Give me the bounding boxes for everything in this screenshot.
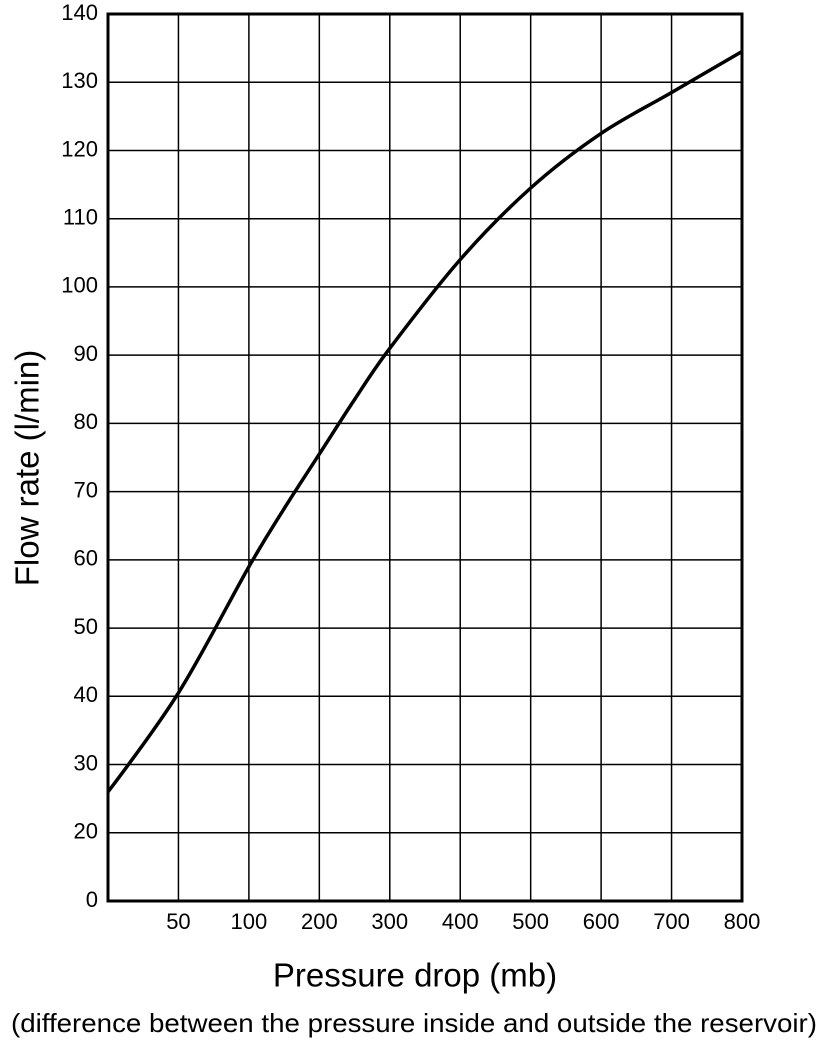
x-tick-label: 200 — [301, 909, 338, 934]
x-axis-note: (difference between the pressure inside … — [11, 1008, 817, 1038]
plot-frame — [106, 12, 744, 903]
y-tick-label: 30 — [74, 750, 98, 775]
series-layer — [106, 49, 743, 793]
y-tick-label: 120 — [61, 136, 98, 161]
x-tick-label: 400 — [442, 909, 479, 934]
x-tick-label: 500 — [512, 909, 549, 934]
y-tick-label: 140 — [61, 0, 98, 25]
x-tick-label: 300 — [371, 909, 408, 934]
y-tick-label: 80 — [74, 409, 98, 434]
y-tick-label: 90 — [74, 341, 98, 366]
y-tick-label: 110 — [63, 205, 98, 230]
y-tick-label: 130 — [61, 68, 98, 93]
x-tick-label: 600 — [583, 909, 620, 934]
grid-lines — [108, 14, 742, 901]
x-tick-label: 700 — [653, 909, 690, 934]
x-tick-label: 800 — [724, 909, 761, 934]
x-axis-title: Pressure drop (mb) — [273, 957, 557, 994]
y-axis-title: Flow rate (l/min) — [9, 350, 46, 587]
x-tick-label: 50 — [166, 909, 190, 934]
y-tick-label: 100 — [61, 273, 98, 298]
y-tick-label: 60 — [74, 546, 98, 571]
y-tick-label: 40 — [74, 682, 98, 707]
y-tick-label: 0 — [86, 887, 98, 912]
x-tick-label: 100 — [231, 909, 268, 934]
y-tick-label: 20 — [74, 819, 98, 844]
series-line-0 — [106, 49, 743, 793]
y-tick-label: 70 — [74, 477, 98, 502]
y-tick-label: 50 — [74, 614, 98, 639]
tick-labels: 0 20 30 40 50 60 70 80 90 100 110 120 130 140 50 100 200… — [61, 0, 760, 934]
